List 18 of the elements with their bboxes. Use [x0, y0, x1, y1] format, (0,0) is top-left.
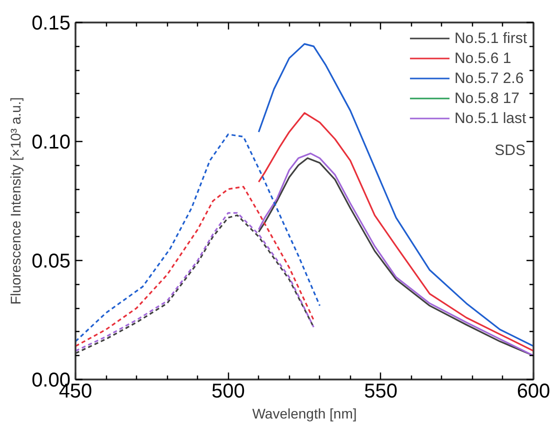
line-series [76, 134, 321, 342]
legend-label: No.5.6 1 [454, 50, 512, 66]
y-tick-label: 0.10 [32, 132, 71, 154]
line-series [258, 43, 534, 347]
x-tick-label: 600 [516, 380, 550, 402]
legend-label: No.5.8 17 [454, 90, 520, 106]
legend-label: No.5.1 last [454, 110, 526, 126]
y-tick-label: 0.15 [32, 12, 71, 34]
legend-label: No.5.7 2.6 [454, 70, 524, 86]
line-series [258, 112, 534, 352]
x-tick-label: 500 [211, 380, 245, 402]
y-tick-label: 0.05 [32, 250, 71, 272]
x-axis-title: Wavelength [nm] [252, 406, 357, 422]
y-axis-title: Fluorescence Intensity [×10³ a.u.] [8, 97, 24, 305]
line-series [76, 186, 314, 347]
x-tick-label: 550 [364, 380, 398, 402]
annotation: SDS [494, 142, 526, 159]
legend-label: No.5.1 first [454, 30, 527, 46]
